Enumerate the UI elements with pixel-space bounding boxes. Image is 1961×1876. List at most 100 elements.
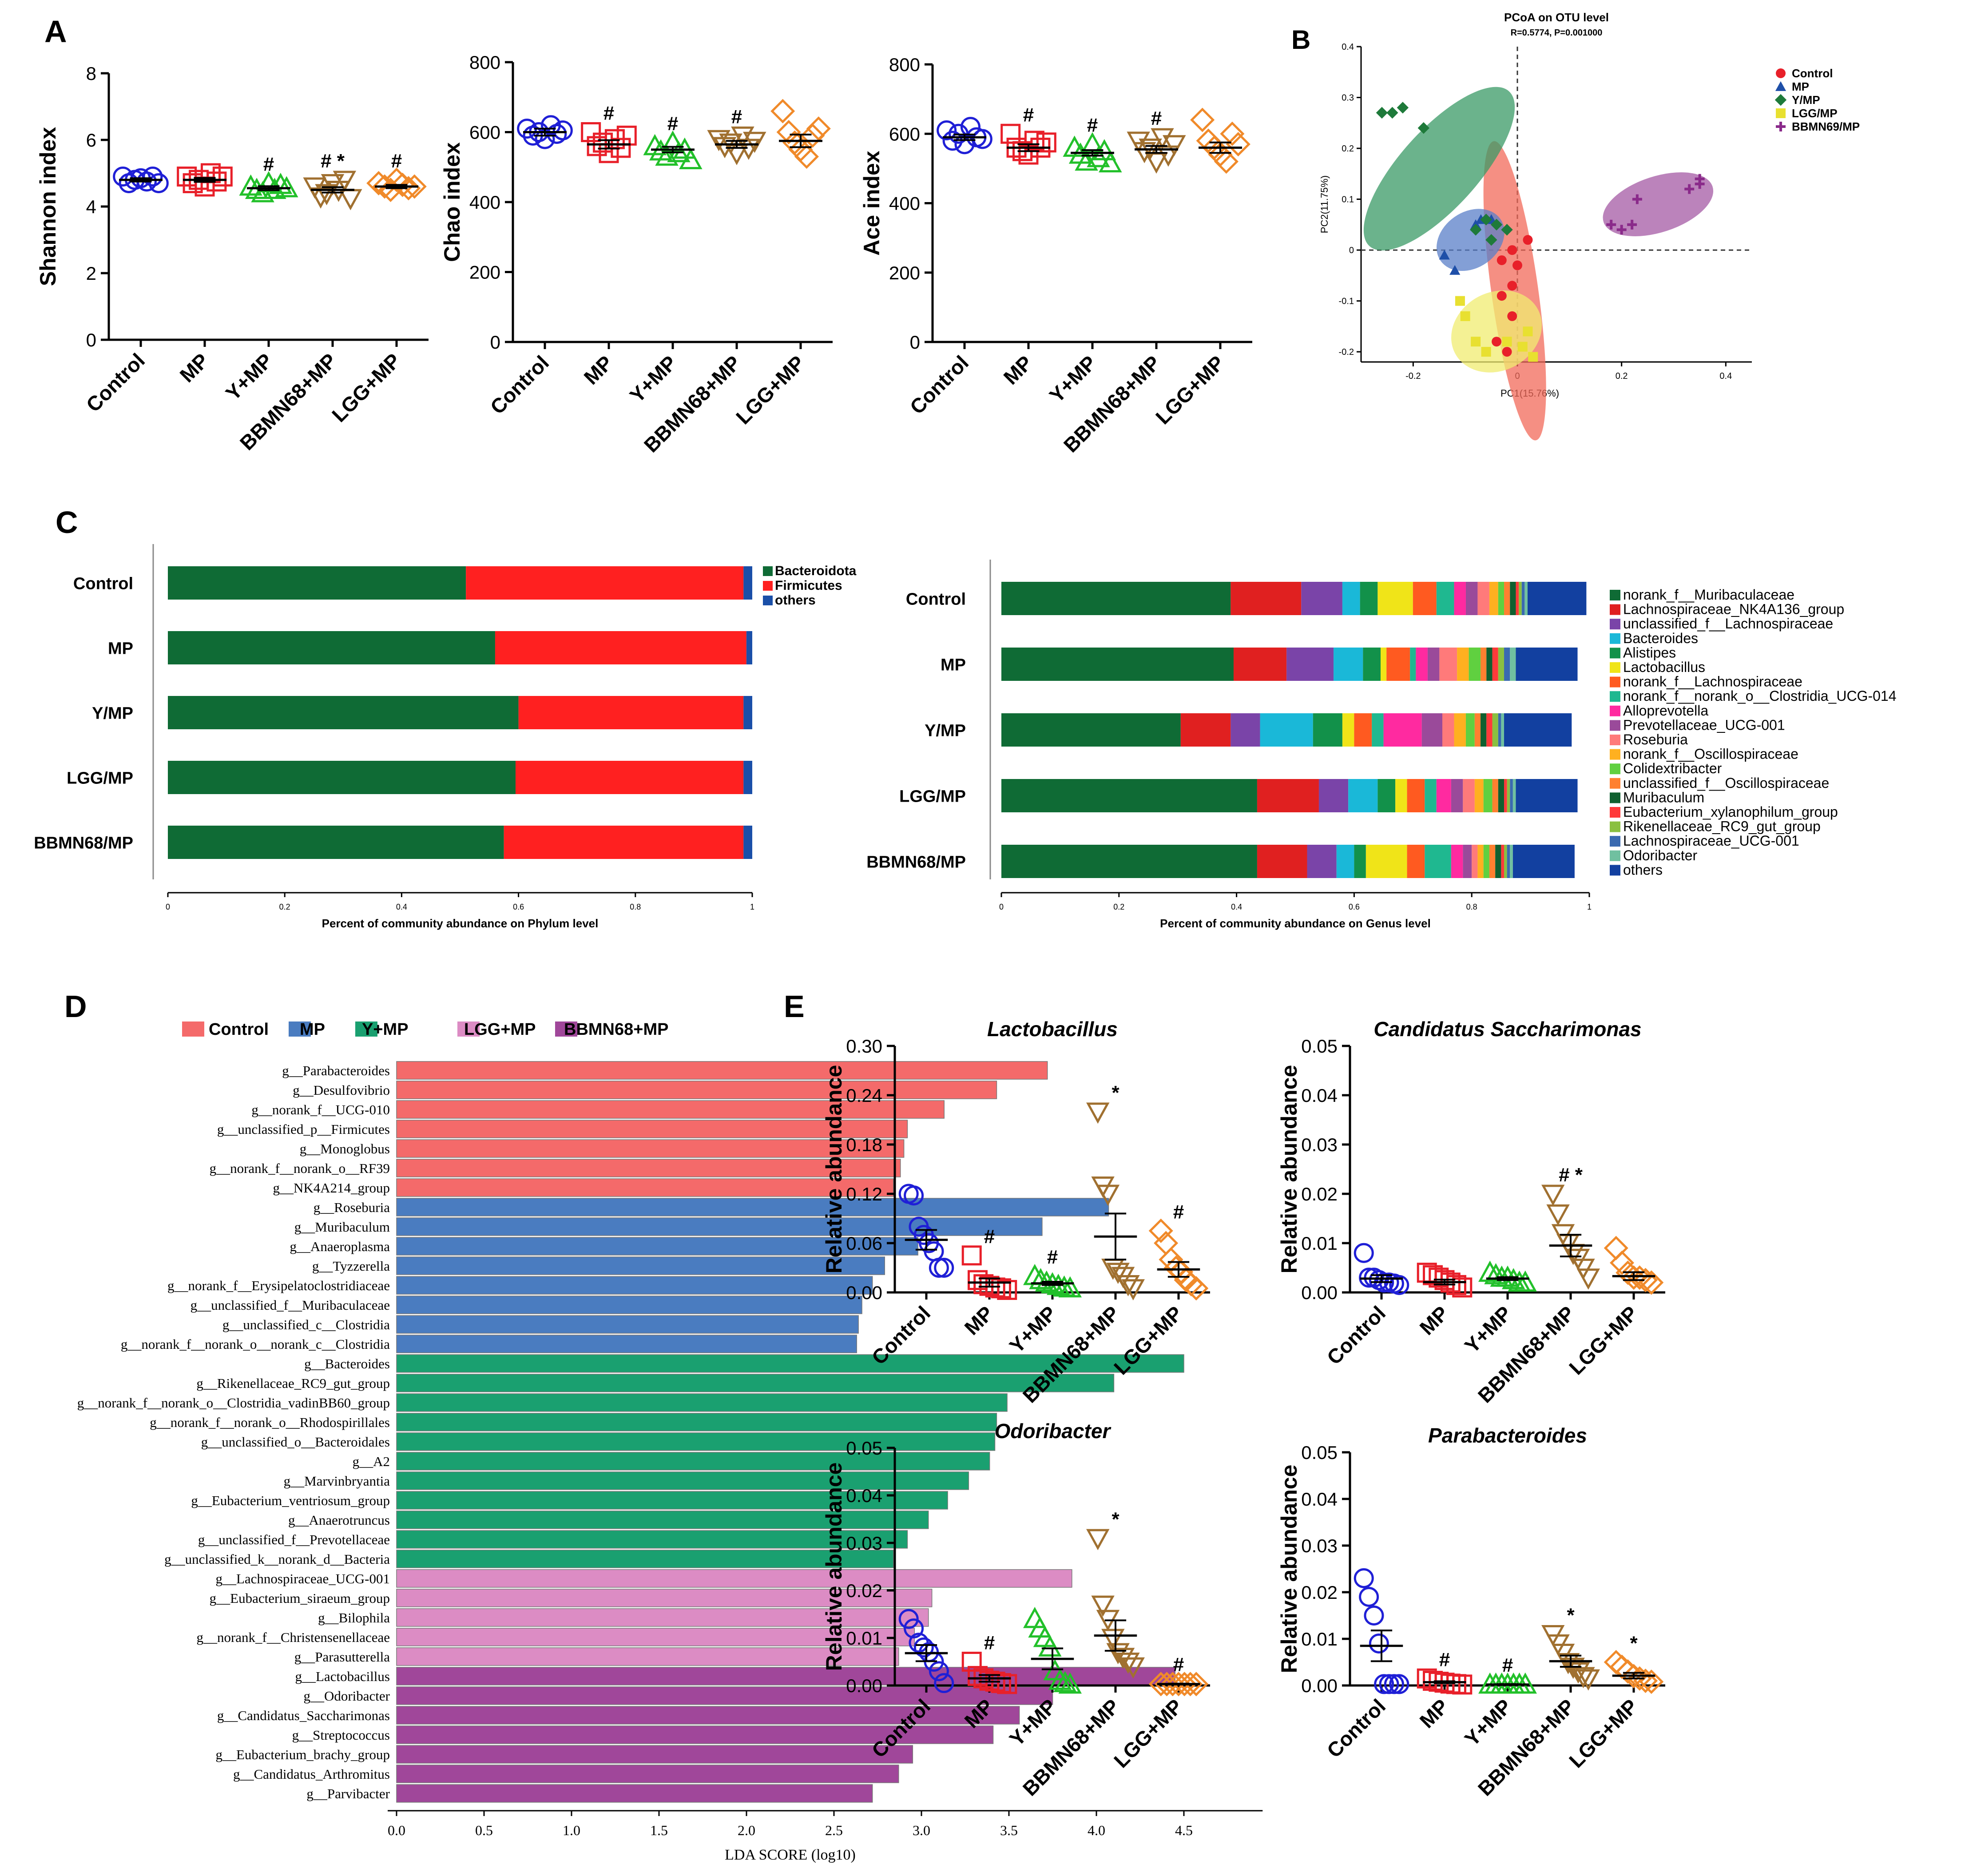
data-point [961, 1652, 982, 1672]
pcoa-x-tick-label: 0.4 [1719, 371, 1732, 381]
y-tick-label: 2 [86, 263, 96, 284]
data-point [402, 174, 427, 199]
lda-bar-label: g__Parasutterella [294, 1649, 390, 1665]
data-point [1106, 1263, 1130, 1284]
lda-bar [396, 1296, 862, 1314]
x-tick-label: LGG+MP [731, 351, 809, 429]
lda-legend-label: Control [209, 1020, 269, 1039]
genus-legend-label: Lactobacillus [1623, 659, 1705, 675]
row-label: LGG/MP [899, 787, 966, 806]
pcoa-point [1528, 352, 1538, 362]
bar-segment [1510, 648, 1516, 681]
pcoa-x-tick-label: -0.2 [1405, 371, 1421, 381]
bar-segment [1180, 713, 1231, 747]
genus-legend-swatch [1610, 836, 1620, 847]
lda-bar [396, 1276, 873, 1295]
bar-segment [1407, 779, 1425, 812]
lda-bar-label: g__Candidatus_Saccharimonas [217, 1708, 390, 1723]
lda-bar [396, 1784, 873, 1803]
pcoa-point [1439, 250, 1450, 260]
genus-legend-swatch [1610, 735, 1620, 745]
bar-segment [1519, 582, 1522, 615]
y-tick-label: 0.01 [846, 1628, 882, 1649]
significance-mark: # [1023, 104, 1034, 126]
lda-bar-label: g__norank_f__Christensenellaceae [196, 1630, 390, 1645]
data-point [1091, 1595, 1115, 1617]
genus-legend-swatch [1610, 691, 1620, 702]
pcoa-point [1507, 311, 1517, 321]
genus-legend-label: others [1623, 862, 1663, 878]
pcoa-y-tick-label: 0.2 [1342, 144, 1354, 154]
lda-bar-label: g__NK4A214_group [273, 1180, 390, 1196]
bar-segment [1231, 713, 1260, 747]
genus-legend-swatch [1610, 648, 1620, 659]
pcoa-point [1517, 342, 1528, 352]
bar-segment [1301, 582, 1342, 615]
data-point [913, 1637, 934, 1657]
bar-segment [743, 826, 752, 859]
data-point [1609, 1250, 1635, 1275]
data-point [1000, 123, 1021, 144]
pcoa-legend-marker [1776, 68, 1786, 78]
genus-legend-swatch [1610, 662, 1620, 673]
lda-bar [396, 1256, 885, 1275]
data-point [143, 167, 163, 187]
data-point [770, 99, 795, 123]
genus-legend-swatch [1610, 792, 1620, 803]
bar-segment [1451, 845, 1463, 878]
genus-legend-label: Prevotellaceae_UCG-001 [1623, 717, 1785, 733]
lda-bar [396, 1100, 945, 1119]
y-tick-label: 0 [86, 330, 96, 350]
y-tick-label: 0.00 [846, 1282, 882, 1303]
genus-legend-swatch [1610, 590, 1620, 600]
pcoa-point [1480, 214, 1492, 226]
data-point [997, 1280, 1017, 1300]
data-point [997, 1674, 1017, 1694]
lda-bar [396, 1393, 1008, 1412]
pcoa-point [1523, 235, 1533, 245]
y-tick-label: 0.04 [1301, 1085, 1338, 1106]
bar-segment [1492, 713, 1498, 747]
pcoa-point [1507, 245, 1517, 255]
bar-segment [1463, 779, 1475, 812]
x-tick-label: 0.4 [1231, 902, 1242, 911]
row-label: BBMN68/MP [34, 834, 133, 853]
bar-segment [1457, 648, 1469, 681]
pcoa-ellipse [1603, 172, 1714, 236]
y-axis-label: Relative abundance [1277, 1465, 1302, 1673]
y-tick-label: 600 [889, 123, 920, 144]
y-tick-label: 800 [889, 54, 920, 75]
data-point [1190, 107, 1215, 132]
data-point [934, 1673, 954, 1693]
lda-bar-label: g__A2 [353, 1454, 390, 1469]
data-point [1116, 1653, 1140, 1674]
bar-segment [1465, 713, 1475, 747]
bar-segment [1348, 779, 1378, 812]
phylum-legend-swatch [763, 566, 773, 576]
bar-segment [1477, 582, 1489, 615]
pcoa-legend-label: BBMN69/MP [1792, 120, 1860, 133]
bar-segment [495, 631, 746, 664]
lda-bar-label: g__Parabacteroides [282, 1063, 390, 1078]
panel-label-a: A [44, 14, 67, 49]
data-point [1369, 1634, 1389, 1653]
y-tick-label: 0 [490, 332, 500, 353]
y-tick-label: 0.00 [846, 1675, 882, 1696]
bar-segment [1481, 648, 1487, 681]
x-tick-label: 0.6 [1349, 902, 1360, 911]
row-label: Control [73, 575, 133, 593]
genus-legend-label: Eubacterium_xylanophilum_group [1623, 804, 1838, 820]
pcoa-point [1627, 219, 1637, 230]
data-point [929, 1258, 949, 1278]
y-tick-label: 0.03 [846, 1533, 882, 1554]
bar-segment [1377, 582, 1413, 615]
genus-legend-swatch [1610, 604, 1620, 615]
panel-label-b: B [1291, 25, 1310, 55]
significance-mark: * [1111, 1082, 1119, 1104]
lda-legend-label: MP [300, 1020, 325, 1039]
genus-legend-label: Alloprevotella [1623, 703, 1708, 719]
lda-bar-label: g__Streptococcus [292, 1727, 390, 1743]
y-tick-label: 0.05 [1301, 1036, 1338, 1057]
significance-mark: # [984, 1226, 995, 1248]
